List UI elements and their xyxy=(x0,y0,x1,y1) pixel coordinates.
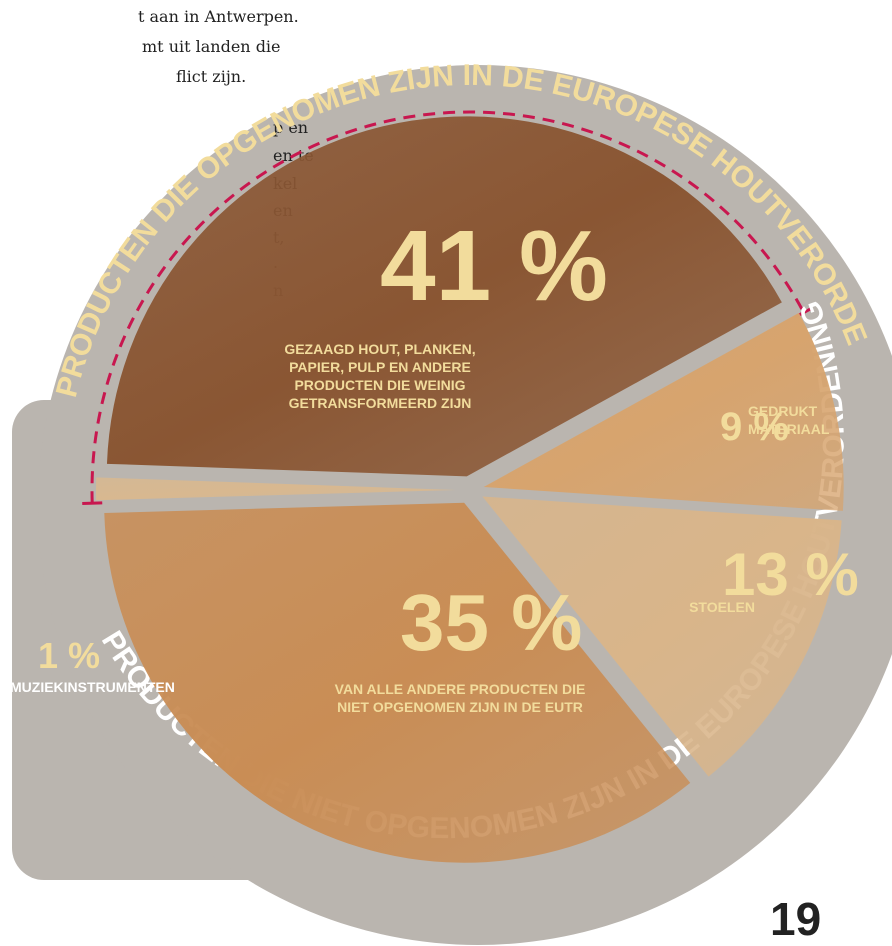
value-label: 41 % xyxy=(380,210,608,322)
body-line: mt uit landen die xyxy=(142,37,281,56)
category-box: GEZAAGD HOUT, PLANKEN, PAPIER, PULP EN A… xyxy=(270,340,490,430)
value-label: 1 % xyxy=(38,635,100,676)
category-box: MUZIEKINSTRUMENTEN xyxy=(10,678,200,768)
category-label: MUZIEKINSTRUMENTEN xyxy=(10,678,200,696)
category-box: GEDRUKT MATERIAAL xyxy=(748,402,858,492)
category-box: STOELEN xyxy=(672,598,772,688)
category-label: STOELEN xyxy=(672,598,772,616)
body-line: flict zijn. xyxy=(176,67,246,86)
category-box: VAN ALLE ANDERE PRODUCTEN DIE NIET OPGEN… xyxy=(320,680,600,770)
page: t aan in Antwerpen. mt uit landen die fl… xyxy=(0,0,892,946)
value-label: 35 % xyxy=(400,578,582,667)
page-number: 19 xyxy=(770,893,821,945)
category-label: GEZAAGD HOUT, PLANKEN, PAPIER, PULP EN A… xyxy=(270,340,490,412)
body-line: t aan in Antwerpen. xyxy=(138,7,299,26)
bracket-end xyxy=(82,503,102,504)
category-label: VAN ALLE ANDERE PRODUCTEN DIE NIET OPGEN… xyxy=(320,680,600,716)
category-label: GEDRUKT MATERIAAL xyxy=(748,402,858,438)
